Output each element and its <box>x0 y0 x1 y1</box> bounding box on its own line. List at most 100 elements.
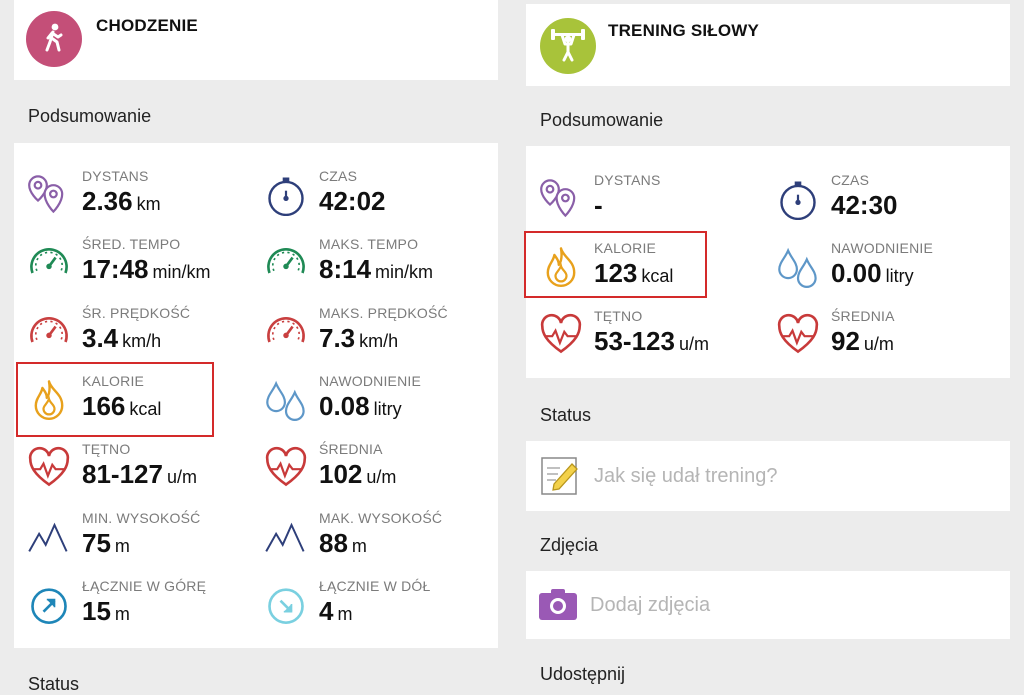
stat-value: 81-127 u/m <box>82 459 197 490</box>
stat-number: 7.3 <box>319 322 356 353</box>
stat-srednia: ŚREDNIA 102 u/m <box>264 441 484 501</box>
stat-number: 4 <box>319 595 334 626</box>
add-photos-button[interactable]: Dodaj zdjęcia <box>526 571 1010 639</box>
stat-srednia: ŚREDNIA 92 u/m <box>776 308 996 368</box>
arrow-down-circle-icon <box>264 582 308 626</box>
stat-value: 0.08 litry <box>319 391 402 422</box>
tempo-gauge-icon <box>27 240 71 284</box>
stat-unit: km/h <box>359 330 399 351</box>
stat-value: 123 kcal <box>594 258 673 289</box>
stat-maks-tempo: MAKS. TEMPO 8:14 min/km <box>264 236 484 296</box>
stat-label: ŚRED. TEMPO <box>82 236 181 253</box>
stat-value: 42:30 <box>831 190 898 221</box>
stat-value: 17:48 min/km <box>82 254 211 285</box>
stat-unit: min/km <box>375 262 434 283</box>
weightlifter-icon <box>540 18 596 74</box>
stat-number: 2.36 <box>82 186 133 216</box>
stat-unit: m <box>351 535 367 556</box>
status-heading: Status <box>540 405 592 425</box>
flame-icon <box>27 377 71 421</box>
stat-unit: u/m <box>863 334 894 354</box>
stat-nawodnienie: NAWODNIENIE 0.00 litry <box>776 240 996 300</box>
stat-number: 102 <box>319 459 363 490</box>
strength-workout-panel: TRENING SIŁOWY Podsumowanie Status Jak s… <box>512 0 1024 684</box>
stat-unit: m <box>114 603 130 624</box>
stat-sr-predkosc: ŚR. PRĘDKOŚĆ 3.4 km/h <box>27 305 247 365</box>
stat-number: 166 <box>82 390 126 421</box>
stat-unit: min/km <box>152 262 211 283</box>
activity-title: CHODZENIE <box>96 16 198 35</box>
water-drops-icon <box>776 244 820 288</box>
heart-rate-icon <box>264 445 308 489</box>
stat-value: 75 m <box>82 528 130 559</box>
stat-kalorie: KALORIE 123 kcal <box>539 240 759 300</box>
stat-mak-wysokosc: MAK. WYSOKOŚĆ 88 m <box>264 510 484 570</box>
stat-unit: u/m <box>366 467 397 488</box>
stat-label: KALORIE <box>82 372 145 389</box>
speed-gauge-icon <box>27 309 71 353</box>
stat-label: DYSTANS <box>82 168 149 184</box>
activity-header-card: CHODZENIE <box>14 0 498 80</box>
stat-label: NAWODNIENIE <box>319 372 422 389</box>
stat-value: 15 m <box>82 596 130 627</box>
stat-tetno: TĘTNO 81-127 u/m <box>27 441 247 501</box>
stat-label: ŚREDNIA <box>319 441 383 458</box>
stat-label: CZAS <box>831 172 870 188</box>
stat-nawodnienie: NAWODNIENIE 0.08 litry <box>264 373 484 433</box>
stat-label: ŚR. PRĘDKOŚĆ <box>82 304 191 321</box>
stat-number: 53-123 <box>594 326 675 356</box>
stat-label: KALORIE <box>594 240 657 256</box>
stopwatch-icon <box>264 172 308 217</box>
kalorie-highlight-box <box>524 231 707 298</box>
activity-header-card: TRENING SIŁOWY <box>526 4 1010 86</box>
stat-sred-tempo: ŚRED. TEMPO 17:48 min/km <box>27 236 247 296</box>
stat-number: 3.4 <box>82 322 119 353</box>
stat-unit: litry <box>885 266 914 286</box>
stat-number: - <box>594 190 603 220</box>
photos-placeholder: Dodaj zdjęcia <box>590 594 711 616</box>
stat-value: 166 kcal <box>82 391 161 422</box>
stat-unit: kcal <box>129 398 162 419</box>
summary-card <box>526 146 1010 378</box>
photos-heading: Zdjęcia <box>540 535 599 555</box>
stat-czas: CZAS 42:02 <box>264 168 484 228</box>
stat-value: 42:02 <box>319 186 386 217</box>
stat-value: 88 m <box>319 528 367 559</box>
stat-maks-predkosc: MAKS. PRĘDKOŚĆ 7.3 km/h <box>264 305 484 365</box>
stat-label: TĘTNO <box>594 308 643 324</box>
stat-value: 8:14 min/km <box>319 254 433 285</box>
stat-value: 53-123 u/m <box>594 326 709 357</box>
stat-value: 3.4 km/h <box>82 323 161 354</box>
stat-dystans: DYSTANS - <box>539 172 759 232</box>
activity-title: TRENING SIŁOWY <box>608 21 760 40</box>
stat-label: ŚREDNIA <box>831 308 895 324</box>
status-input[interactable]: Jak się udał trening? <box>526 441 1010 511</box>
stat-label: MAK. WYSOKOŚĆ <box>319 509 443 526</box>
stat-czas: CZAS 42:30 <box>776 172 996 232</box>
stat-number: 92 <box>831 326 860 356</box>
stat-number: 17:48 <box>82 254 149 285</box>
flame-icon <box>539 244 583 288</box>
stat-label: NAWODNIENIE <box>831 240 934 256</box>
heart-rate-icon <box>27 445 71 489</box>
stat-number: 8:14 <box>319 254 372 285</box>
location-pins-icon <box>539 176 583 220</box>
stat-unit: u/m <box>166 467 197 488</box>
stat-number: 0.00 <box>831 258 882 288</box>
mountain-icon <box>264 514 308 558</box>
summary-heading: Podsumowanie <box>540 110 664 130</box>
stopwatch-icon <box>776 176 820 221</box>
stat-label: TĘTNO <box>82 441 131 458</box>
stat-value: 2.36 km <box>82 186 161 217</box>
stat-label: ŁĄCZNIE W DÓŁ <box>319 577 431 594</box>
walking-person-icon <box>26 11 82 67</box>
location-pins-icon <box>27 172 71 216</box>
stat-unit: m <box>337 603 353 624</box>
stat-number: 42:02 <box>319 186 386 216</box>
stat-kalorie: KALORIE 166 kcal <box>27 373 247 433</box>
water-drops-icon <box>264 377 308 421</box>
stat-value: 7.3 km/h <box>319 323 398 354</box>
stat-number: 42:30 <box>831 190 898 220</box>
stat-tetno: TĘTNO 53-123 u/m <box>539 308 759 368</box>
